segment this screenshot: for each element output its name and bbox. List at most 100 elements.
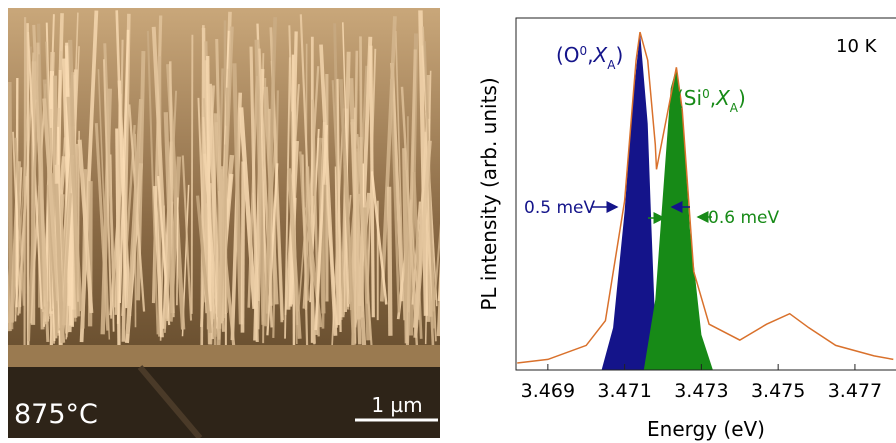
nanowire <box>445 54 447 320</box>
nanowire <box>359 36 364 318</box>
nanowire <box>413 140 432 338</box>
nanowire <box>437 260 440 302</box>
nanowire <box>42 98 61 301</box>
nanowire <box>284 57 291 339</box>
x-tick-label: 3.471 <box>597 380 651 402</box>
nanowire <box>232 63 243 325</box>
nanowire <box>436 268 440 337</box>
annotation: (O0,XA) <box>556 43 623 72</box>
nanowire <box>65 42 72 306</box>
annotation-part: ) <box>738 86 746 110</box>
spectrum-line <box>517 31 894 364</box>
nanowire <box>418 10 429 316</box>
nanowire <box>102 59 113 319</box>
annotation: (Si0,XA) <box>676 86 746 115</box>
annotation-part: (Si <box>676 86 702 110</box>
nanowire <box>195 195 212 334</box>
nanowire <box>238 107 257 309</box>
nanowire <box>301 154 309 346</box>
nanowire <box>400 86 419 347</box>
annotation-part: , <box>587 43 593 67</box>
nanowire <box>314 124 329 331</box>
annotation: 10 K <box>836 36 878 57</box>
chart: 3.469 3.471 3.473 3.475 3.477 Energy (eV) PL i… <box>477 17 896 441</box>
annotation-part: X <box>593 43 609 67</box>
annotation-part: 0 <box>702 87 710 101</box>
nanowire <box>61 193 73 326</box>
nanowire <box>254 39 266 325</box>
nanowire <box>54 183 65 343</box>
x-axis-label: Energy (eV) <box>647 417 765 441</box>
nanowire <box>207 83 222 329</box>
nanowire <box>370 171 388 305</box>
annotation-part: 0.5 meV <box>524 198 595 218</box>
annotation-part: (O <box>556 43 580 67</box>
annotation-part: , <box>710 86 716 110</box>
nanowire <box>118 29 130 303</box>
plot-frame <box>515 17 896 371</box>
nanowire <box>433 223 440 301</box>
nanowire <box>97 69 111 340</box>
annotation-part: 0 <box>580 44 588 58</box>
nanowire <box>168 156 182 322</box>
nanowire <box>181 155 193 321</box>
nanowire <box>8 267 12 332</box>
x-tick-label: 3.473 <box>674 380 728 402</box>
sem-image: 875°C 1 µm <box>8 8 449 438</box>
nanowire <box>224 144 228 313</box>
nanowire <box>445 16 446 340</box>
nanowire <box>404 170 409 304</box>
nanowire <box>14 137 26 306</box>
nanowire <box>263 17 277 327</box>
nanowire <box>249 46 259 343</box>
nanowire <box>443 159 449 346</box>
nanowire <box>77 139 94 314</box>
nanowire <box>390 62 405 302</box>
temperature-label: 875°C <box>14 399 98 430</box>
annotation-part: ) <box>615 43 623 67</box>
annotation: 0.5 meV <box>524 198 595 218</box>
nanowire <box>405 49 417 347</box>
nanowire <box>216 166 224 318</box>
annotation-part: X <box>715 86 731 110</box>
nanowire <box>240 161 246 333</box>
nanowire <box>412 172 423 339</box>
x-tick-label: 3.469 <box>521 380 575 402</box>
nanowire <box>266 163 279 336</box>
nanowire <box>389 78 401 313</box>
peak-area <box>601 32 660 370</box>
nanowire <box>444 197 447 325</box>
annotation: 0.6 meV <box>708 208 779 228</box>
nanowire <box>336 78 342 333</box>
nanowire <box>339 79 356 347</box>
nanowire <box>125 98 143 334</box>
nanowire <box>32 24 50 343</box>
nanowire <box>258 48 273 328</box>
peak-area <box>643 67 713 371</box>
nanowire <box>115 10 128 309</box>
nanowire <box>439 330 440 331</box>
nanowire <box>386 186 393 336</box>
nanowire <box>94 123 110 331</box>
annotation-part: 0.6 meV <box>708 208 779 228</box>
x-tick-label: 3.475 <box>751 380 805 402</box>
nanowire <box>136 51 146 301</box>
annotation-part: A <box>607 58 616 72</box>
nanowire <box>26 23 30 348</box>
nanowire <box>152 185 164 338</box>
nanowire <box>15 77 19 308</box>
nanowire <box>319 44 338 336</box>
nanowire <box>8 309 9 323</box>
nanowire <box>353 107 357 344</box>
substrate <box>8 367 440 438</box>
nanowire <box>190 34 194 314</box>
nanowire <box>128 104 146 312</box>
nanowire <box>356 133 373 346</box>
nanowire <box>203 153 221 340</box>
nanowire <box>321 184 327 329</box>
nanowire <box>379 16 397 302</box>
nanowire <box>27 102 39 342</box>
substrate-edge <box>8 345 440 367</box>
nanowire <box>103 43 117 308</box>
